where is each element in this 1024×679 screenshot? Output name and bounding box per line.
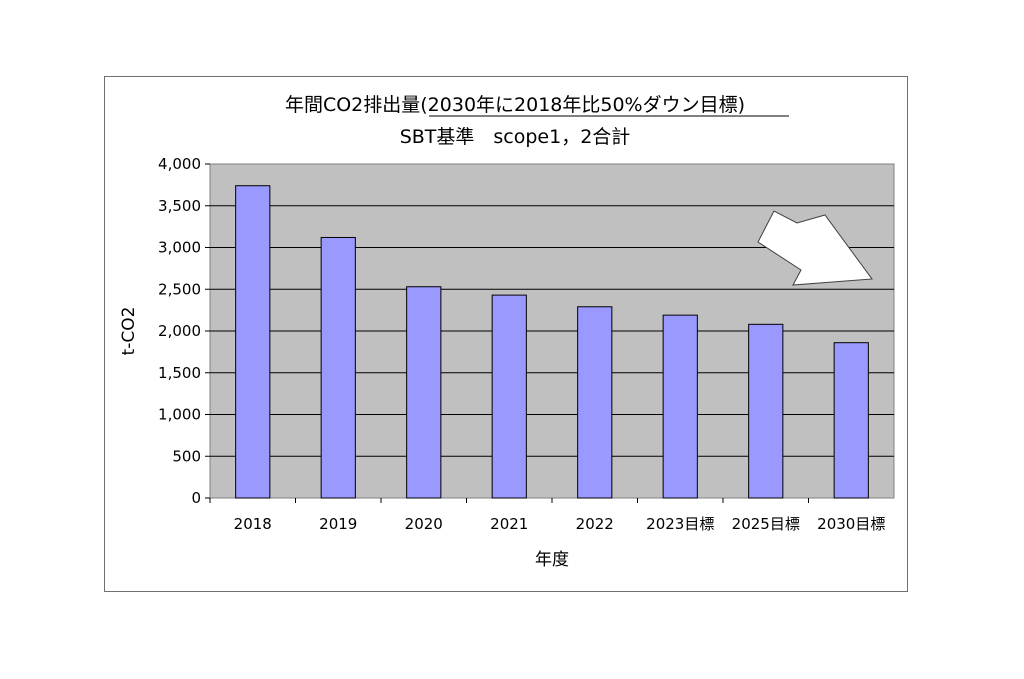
- bar-2023目標: [662, 314, 698, 499]
- y-tick-label: 1,000: [158, 406, 201, 424]
- x-tick-label: 2030目標: [817, 515, 885, 533]
- x-tick-label: 2020: [405, 515, 443, 533]
- chart-frame: 年間CO2排出量(2030年に2018年比50%ダウン目標) SBT基準 sco…: [104, 76, 908, 592]
- x-tick-label: 2019: [319, 515, 357, 533]
- bar-2025目標: [748, 323, 784, 499]
- x-tick-label: 2025目標: [732, 515, 800, 533]
- y-tick-label: 2,500: [158, 280, 201, 298]
- chart-title: 年間CO2排出量(2030年に2018年比50%ダウン目標): [285, 94, 745, 116]
- y-tick-label: 4,000: [158, 155, 201, 173]
- y-axis-label: t-CO2: [119, 307, 139, 356]
- x-axis-label: 年度: [535, 550, 569, 570]
- bar-2019: [320, 236, 356, 499]
- y-tick-label: 1,500: [158, 364, 201, 382]
- x-tick-label: 2022: [576, 515, 614, 533]
- bars: [235, 185, 869, 499]
- bar-2021: [491, 294, 527, 499]
- y-tick-label: 3,500: [158, 197, 201, 215]
- y-tick-label: 0: [191, 489, 201, 507]
- y-tick-label: 2,000: [158, 322, 201, 340]
- y-tick-labels: 0 500 1,000 1,500 2,000 2,500 3,000 3,500 4,000: [158, 155, 201, 507]
- bar-2022: [577, 306, 613, 499]
- bar-2018: [235, 185, 271, 499]
- chart-subtitle: SBT基準 scope1，2合計: [400, 126, 631, 148]
- arrow-down-right-icon: [757, 210, 873, 286]
- bar-2030目標: [833, 342, 869, 499]
- y-tick-label: 500: [172, 447, 201, 465]
- x-tick-label: 2023目標: [646, 515, 714, 533]
- x-tick-labels: 2018 2019 2020 2021 2022 2023目標 2025目標 2030目標: [234, 515, 886, 533]
- x-tick-label: 2021: [490, 515, 528, 533]
- chart: 年間CO2排出量(2030年に2018年比50%ダウン目標) SBT基準 sco…: [119, 94, 895, 570]
- y-tick-label: 3,000: [158, 239, 201, 257]
- bar-2020: [406, 286, 442, 499]
- x-tick-label: 2018: [234, 515, 272, 533]
